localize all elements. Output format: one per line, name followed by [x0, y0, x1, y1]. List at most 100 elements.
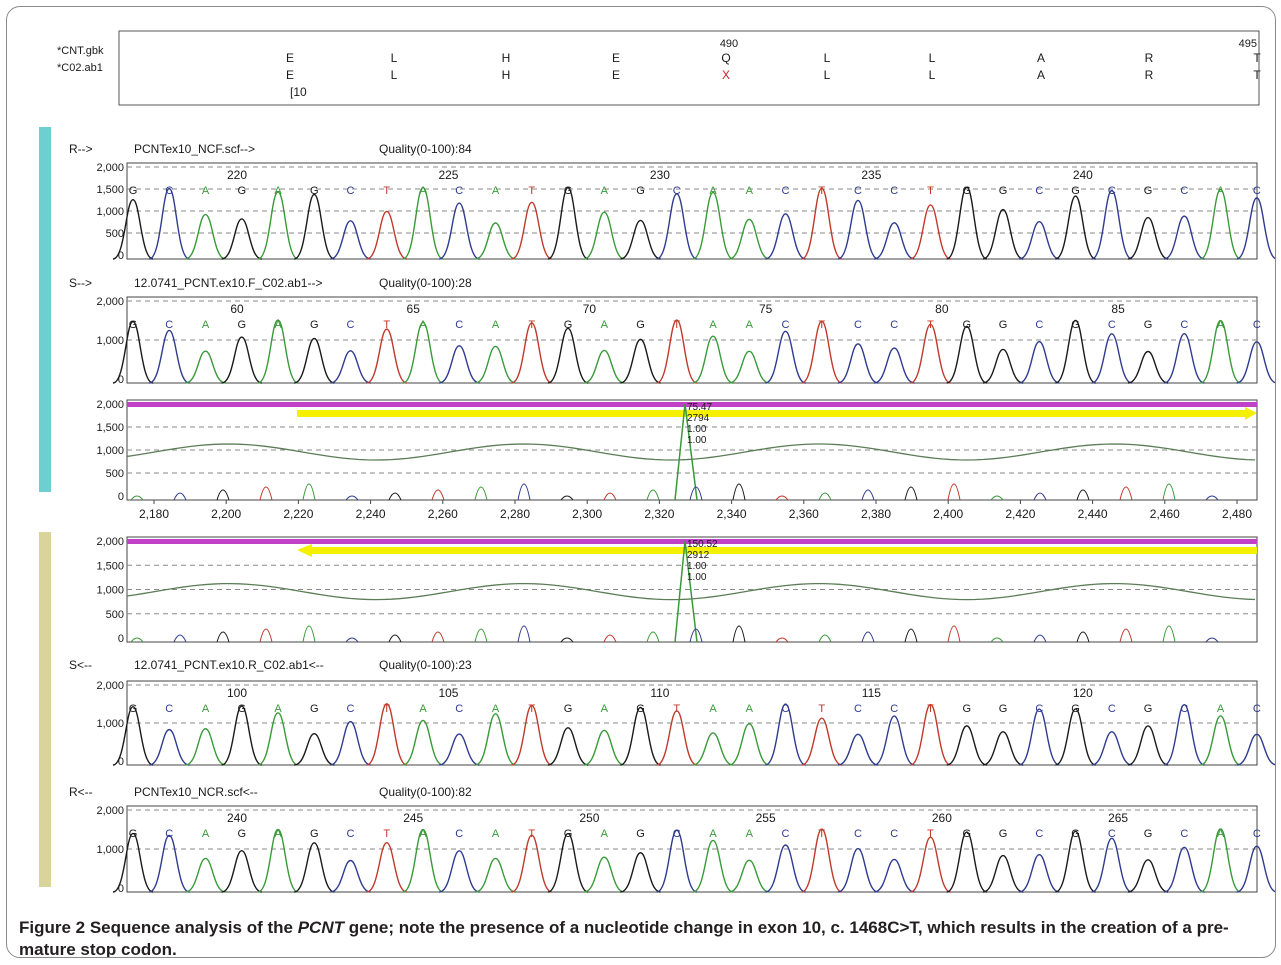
diff-t4-residual-peak	[517, 625, 531, 643]
diff-t3-xtick-label: 2,420	[1005, 507, 1035, 521]
sample-aa-4: X	[722, 68, 730, 82]
track-t6-peak-G	[1055, 830, 1096, 893]
track-t5-base-T: T	[383, 703, 390, 715]
track-t1-base-T: T	[528, 185, 535, 197]
diff-t4-residual-peak	[388, 634, 402, 643]
diff-t4-residual-peak	[732, 625, 746, 643]
diff-t3-quality-line	[126, 443, 1256, 461]
side-bar-reverse	[39, 532, 51, 887]
diff-t4-residual-peak	[560, 637, 574, 643]
track-t6-base-T: T	[927, 828, 934, 840]
track-t2-peak-C	[330, 350, 371, 384]
track-t5-peak-C	[439, 733, 480, 766]
track-t1-base-G: G	[1071, 185, 1080, 197]
track-t1-peak-C	[874, 222, 915, 260]
track-t6-peak-A	[584, 856, 625, 893]
diff-t3-residual-peak	[173, 492, 187, 501]
track-t6-quality: Quality(0-100):82	[379, 785, 472, 799]
ref-aa-5: L	[824, 51, 831, 65]
track-t6-peak-C	[1091, 837, 1133, 893]
track-t1-peak-T	[511, 201, 553, 260]
track-t2-peak-T	[511, 322, 553, 384]
track-t5-peak-A	[475, 713, 516, 766]
track-t6-peak-C	[1163, 846, 1205, 893]
track-t6-base-A: A	[601, 828, 609, 840]
track-t2-base-G: G	[129, 319, 138, 331]
track-t6-base-C: C	[673, 828, 681, 840]
track-t2-base-G: G	[999, 319, 1008, 331]
diff-t3-xtick-label: 2,180	[139, 507, 169, 521]
track-t1-peak-A	[692, 191, 734, 260]
track-t6-base-G: G	[129, 828, 138, 840]
track-t6-base-A: A	[709, 828, 717, 840]
track-t5-peak-C	[1236, 733, 1275, 766]
track-t2-base-C: C	[455, 319, 463, 331]
diff-t4-residual-peak	[1076, 631, 1090, 643]
track-t1-base-C: C	[1253, 185, 1261, 197]
track-t5-base-T: T	[927, 703, 934, 715]
diff-t3-xtick-label: 2,320	[644, 507, 674, 521]
diff-t4-residual-peak	[1119, 628, 1133, 643]
track-t5-peak-A	[728, 723, 770, 766]
track-t6-base-A: A	[274, 828, 282, 840]
track-t6-peak-C	[148, 834, 190, 893]
track-t2-ytick: 2,000	[96, 296, 124, 308]
track-t1-peak-T	[801, 187, 843, 260]
track-t1-base-A: A	[601, 185, 609, 197]
track-t6-base-C: C	[1108, 828, 1116, 840]
ref-aa-1: L	[391, 51, 398, 65]
diff-t4-residual-peak	[861, 631, 875, 643]
track-t2-base-G: G	[564, 319, 573, 331]
track-t5-peak-C	[873, 715, 915, 766]
track-t2-base-A: A	[202, 319, 210, 331]
ref-aa-8: R	[1145, 51, 1154, 65]
track-t2-peak-C	[1018, 340, 1060, 384]
diff-t4-residual-peak	[904, 628, 918, 643]
diff-t3-residual-peak	[517, 483, 531, 501]
track-t1-ytick: 1,000	[96, 206, 124, 218]
track-t1-base-G: G	[237, 185, 246, 197]
diff-t3-residual-peak	[474, 486, 488, 501]
track-t2-base-C: C	[165, 319, 173, 331]
sample-aa-2: H	[502, 68, 511, 82]
track-t1-position: 230	[650, 168, 670, 182]
track-t5-peak-G	[221, 705, 263, 766]
track-t1-peak-G	[946, 186, 988, 260]
track-t2-base-C: C	[782, 319, 790, 331]
diff-t4-residual-peak	[474, 628, 488, 643]
diff-t4-residual-peak	[173, 634, 187, 643]
track-t6-ytick: 2,000	[96, 805, 124, 817]
diff-t3-xtick-label: 2,400	[933, 507, 963, 521]
track-t5-peak-T	[366, 703, 408, 766]
track-t1-peak-G	[112, 198, 154, 260]
track-t5-peak-G	[620, 706, 661, 766]
track-t5-peak-G	[1127, 725, 1169, 766]
track-t6-base-C: C	[347, 828, 355, 840]
track-t2-peak-C	[765, 330, 806, 384]
caption-gene: PCNT	[297, 918, 344, 937]
track-t1-peak-T	[910, 204, 951, 260]
track-t1-base-A: A	[202, 185, 210, 197]
track-t6-base-C: C	[1035, 828, 1043, 840]
track-t1-peak-A	[185, 213, 226, 260]
track-t1-peak-A	[583, 211, 625, 260]
track-t1-peak-C	[1236, 197, 1275, 260]
diff-t3-residual-peak	[345, 495, 359, 501]
track-t2-peak-T	[366, 328, 408, 384]
track-t6-base-A: A	[202, 828, 210, 840]
track-t2-position: 75	[759, 302, 773, 316]
diff-t3-ytick: 500	[106, 468, 124, 480]
track-t1-peak-C	[148, 187, 190, 260]
diff-t3-xtick-label: 2,380	[861, 507, 891, 521]
diff-t4-peak-value: 150.52	[687, 539, 718, 550]
track-t6-position: 250	[579, 811, 599, 825]
track-t5-base-A: A	[202, 703, 210, 715]
track-t1-base-G: G	[564, 185, 573, 197]
track-t6-peak-G	[293, 842, 335, 893]
track-t6-peak-C	[1019, 853, 1060, 893]
diff-t3-xtick-label: 2,480	[1222, 507, 1252, 521]
track-t6-base-C: C	[165, 828, 173, 840]
track-t5-peak-T	[656, 710, 698, 766]
track-t6-base-G: G	[1144, 828, 1153, 840]
track-t2-peak-A	[729, 350, 770, 384]
